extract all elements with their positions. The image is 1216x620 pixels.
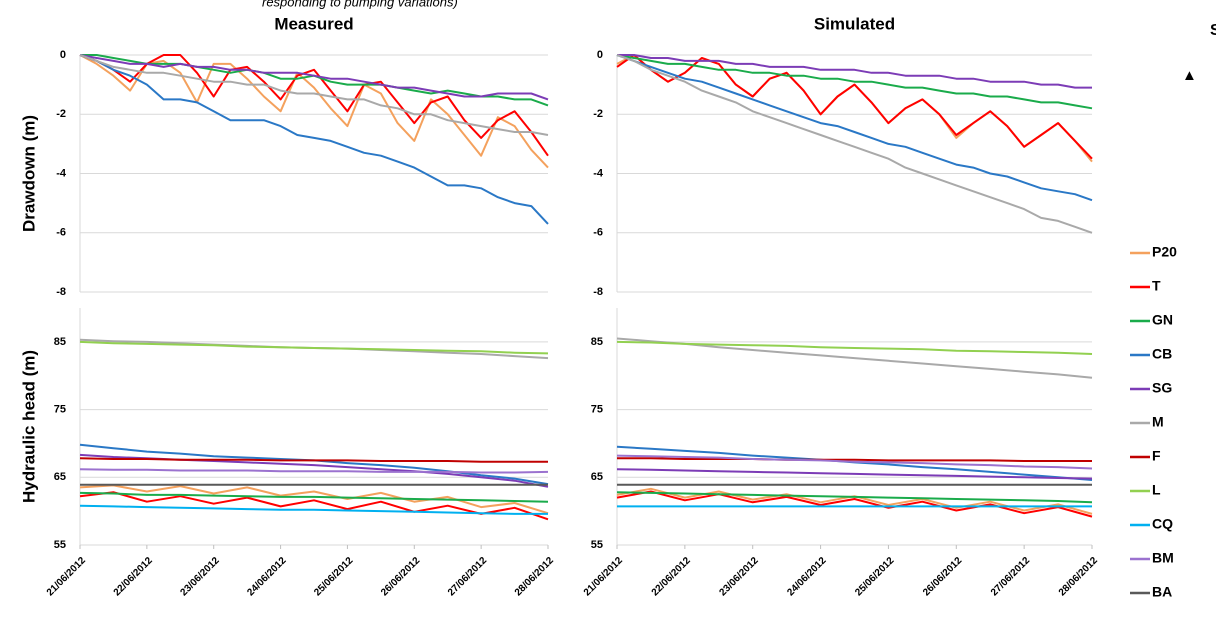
data-line [616, 445, 1093, 481]
legend-label: SG [1152, 380, 1172, 396]
data-line [616, 487, 1093, 515]
y-tick-label: -6 [56, 227, 66, 239]
data-line [79, 54, 549, 225]
y-tick-label: -4 [56, 167, 67, 179]
data-line [79, 54, 549, 101]
x-tick-label: 22/06/2012 [112, 555, 155, 598]
x-tick-label: 27/06/2012 [446, 555, 489, 598]
data-line [79, 54, 549, 157]
x-tick-label: 26/06/2012 [379, 555, 422, 598]
legend-label: F [1152, 448, 1161, 464]
x-tick-label: 25/06/2012 [853, 555, 896, 598]
y-tick-label: 65 [591, 471, 603, 483]
x-tick-label: 24/06/2012 [785, 555, 828, 598]
y-tick-label: -6 [593, 227, 603, 239]
y-axis-label: Hydraulic head (m) [19, 350, 38, 503]
y-tick-label: 75 [591, 403, 603, 415]
data-line [79, 54, 549, 169]
panel-title: Measured [274, 14, 353, 33]
annotation: responding to pumping variations) [262, 0, 458, 9]
data-line [79, 340, 549, 355]
legend-label: CQ [1152, 516, 1173, 532]
data-line [616, 54, 1093, 110]
data-line [616, 340, 1093, 355]
x-tick-label: 21/06/2012 [582, 555, 625, 598]
legend-label: M [1152, 414, 1164, 430]
legend-label: GN [1152, 312, 1173, 328]
y-tick-label: 65 [54, 471, 66, 483]
panel-title: Simulated [814, 14, 895, 33]
legend-label: BA [1152, 584, 1172, 600]
x-tick-label: 21/06/2012 [45, 555, 88, 598]
y-tick-label: 0 [597, 49, 603, 61]
legend-label: L [1152, 482, 1161, 498]
x-tick-label: 26/06/2012 [921, 555, 964, 598]
legend-label: CB [1152, 346, 1172, 362]
x-tick-label: 22/06/2012 [650, 555, 693, 598]
y-tick-label: -8 [593, 286, 603, 298]
y-tick-label: 55 [591, 539, 603, 551]
x-tick-label: 24/06/2012 [245, 555, 288, 598]
x-tick-label: 23/06/2012 [718, 555, 761, 598]
data-line [79, 54, 549, 136]
y-tick-label: -2 [56, 108, 66, 120]
data-line [617, 54, 1092, 89]
data-line [616, 454, 1093, 470]
data-line [617, 457, 1092, 462]
data-line [616, 468, 1093, 480]
legend-label: T [1152, 278, 1161, 294]
y-tick-label: 0 [60, 49, 66, 61]
data-line [616, 54, 1093, 202]
annotation: ▲ [1182, 67, 1197, 84]
data-line [79, 457, 548, 463]
annotation: S [1210, 22, 1216, 39]
y-tick-label: -2 [593, 108, 603, 120]
y-axis-label: Drawdown (m) [19, 115, 38, 232]
x-tick-label: 28/06/2012 [1057, 555, 1100, 598]
data-line [79, 491, 549, 503]
x-tick-label: 28/06/2012 [513, 555, 556, 598]
legend-label: P20 [1152, 244, 1177, 260]
data-line [79, 468, 549, 474]
data-line [616, 54, 1093, 234]
data-line [616, 491, 1093, 504]
y-tick-label: 85 [591, 336, 603, 348]
y-tick-label: -4 [593, 167, 604, 179]
data-line [616, 54, 1093, 160]
x-tick-label: 25/06/2012 [312, 555, 355, 598]
y-tick-label: 55 [54, 539, 66, 551]
data-line [79, 491, 549, 521]
y-tick-label: -8 [56, 286, 66, 298]
data-line [616, 490, 1093, 518]
data-line [79, 484, 549, 515]
data-line [79, 504, 548, 515]
legend-label: BM [1152, 550, 1174, 566]
x-tick-label: 27/06/2012 [989, 555, 1032, 598]
y-tick-label: 85 [54, 336, 66, 348]
x-tick-label: 23/06/2012 [179, 555, 222, 598]
y-tick-label: 75 [54, 403, 66, 415]
